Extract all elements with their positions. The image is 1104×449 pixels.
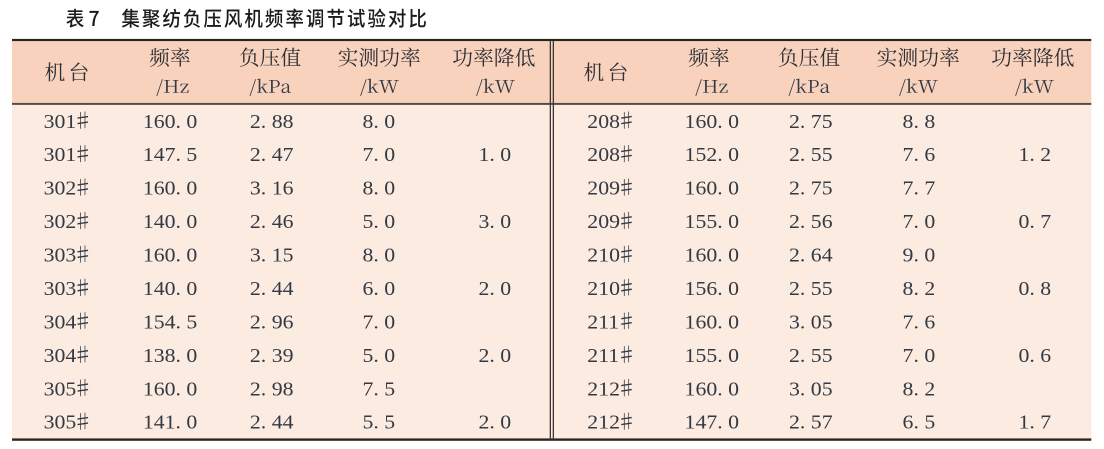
svg-text:0. 7: 0. 7 [1018, 210, 1051, 233]
svg-text:210: 210 [587, 243, 620, 266]
svg-text:138. 0: 138. 0 [143, 344, 197, 367]
svg-text:2. 55: 2. 55 [789, 344, 833, 367]
svg-text:304: 304 [44, 310, 77, 333]
svg-text:0. 6: 0. 6 [1018, 344, 1051, 367]
svg-text:9. 0: 9. 0 [903, 243, 936, 266]
svg-text:2. 55: 2. 55 [789, 143, 833, 166]
svg-text:7. 0: 7. 0 [362, 310, 395, 333]
svg-text:1. 2: 1. 2 [1018, 143, 1051, 166]
svg-text:155. 0: 155. 0 [685, 210, 739, 233]
svg-text:2. 88: 2. 88 [250, 110, 294, 133]
svg-text:208: 208 [587, 143, 620, 166]
svg-text:2. 47: 2. 47 [250, 143, 294, 166]
svg-text:2. 0: 2. 0 [478, 344, 511, 367]
svg-text:2. 57: 2. 57 [789, 411, 833, 434]
svg-text:8. 0: 8. 0 [362, 110, 395, 133]
svg-text:303: 303 [44, 243, 77, 266]
svg-text:160. 0: 160. 0 [685, 377, 739, 400]
svg-text:305: 305 [44, 377, 77, 400]
svg-text:301: 301 [44, 143, 77, 166]
svg-text:2. 46: 2. 46 [250, 210, 294, 233]
svg-text:147. 0: 147. 0 [685, 411, 739, 434]
svg-text:7. 0: 7. 0 [362, 143, 395, 166]
svg-text:8. 0: 8. 0 [362, 176, 395, 199]
svg-text:6. 5: 6. 5 [903, 411, 936, 434]
svg-text:2. 0: 2. 0 [478, 411, 511, 434]
svg-text:160. 0: 160. 0 [143, 110, 197, 133]
svg-text:2. 55: 2. 55 [789, 277, 833, 300]
svg-text:7. 6: 7. 6 [903, 143, 936, 166]
svg-text:160. 0: 160. 0 [143, 176, 197, 199]
svg-text:147. 5: 147. 5 [143, 143, 197, 166]
svg-text:2. 44: 2. 44 [250, 411, 294, 434]
svg-text:152. 0: 152. 0 [685, 143, 739, 166]
svg-text:160. 0: 160. 0 [143, 243, 197, 266]
svg-text:212: 212 [587, 377, 620, 400]
svg-text:210: 210 [587, 277, 620, 300]
svg-text:3. 05: 3. 05 [789, 377, 833, 400]
svg-text:1. 0: 1. 0 [478, 143, 511, 166]
svg-text:2. 98: 2. 98 [250, 377, 294, 400]
svg-text:156. 0: 156. 0 [685, 277, 739, 300]
svg-text:2. 75: 2. 75 [789, 110, 833, 133]
svg-text:2. 44: 2. 44 [250, 277, 294, 300]
svg-text:208: 208 [587, 110, 620, 133]
svg-text:160. 0: 160. 0 [685, 110, 739, 133]
svg-text:3. 16: 3. 16 [250, 176, 294, 199]
svg-text:211: 211 [587, 310, 619, 333]
svg-text:7. 0: 7. 0 [903, 210, 936, 233]
svg-text:303: 303 [44, 277, 77, 300]
svg-text:3. 15: 3. 15 [250, 243, 294, 266]
svg-text:7. 5: 7. 5 [362, 377, 395, 400]
svg-text:160. 0: 160. 0 [685, 243, 739, 266]
svg-text:160. 0: 160. 0 [685, 310, 739, 333]
svg-text:2. 56: 2. 56 [789, 210, 833, 233]
svg-text:304: 304 [44, 344, 77, 367]
svg-text:8. 8: 8. 8 [903, 110, 936, 133]
svg-text:212: 212 [587, 411, 620, 434]
svg-text:160. 0: 160. 0 [685, 176, 739, 199]
svg-text:7. 0: 7. 0 [903, 344, 936, 367]
svg-text:8. 2: 8. 2 [903, 377, 936, 400]
svg-text:5. 0: 5. 0 [362, 344, 395, 367]
svg-text:3. 0: 3. 0 [478, 210, 511, 233]
svg-text:301: 301 [44, 110, 77, 133]
svg-text:211: 211 [587, 344, 619, 367]
svg-text:154. 5: 154. 5 [143, 310, 197, 333]
svg-text:140. 0: 140. 0 [143, 277, 197, 300]
svg-text:7. 6: 7. 6 [903, 310, 936, 333]
svg-text:0. 8: 0. 8 [1018, 277, 1051, 300]
svg-text:305: 305 [44, 411, 77, 434]
svg-text:5. 5: 5. 5 [362, 411, 395, 434]
svg-text:2. 96: 2. 96 [250, 310, 294, 333]
svg-text:302: 302 [44, 210, 77, 233]
svg-text:2. 0: 2. 0 [478, 277, 511, 300]
svg-text:2. 39: 2. 39 [250, 344, 294, 367]
svg-text:2. 64: 2. 64 [789, 243, 833, 266]
svg-text:7. 7: 7. 7 [903, 176, 936, 199]
svg-text:209: 209 [587, 176, 620, 199]
svg-text:140. 0: 140. 0 [143, 210, 197, 233]
svg-text:209: 209 [587, 210, 620, 233]
svg-text:155. 0: 155. 0 [685, 344, 739, 367]
svg-text:302: 302 [44, 176, 77, 199]
svg-text:141. 0: 141. 0 [143, 411, 197, 434]
svg-text:1. 7: 1. 7 [1018, 411, 1051, 434]
svg-text:160. 0: 160. 0 [143, 377, 197, 400]
svg-text:6. 0: 6. 0 [362, 277, 395, 300]
svg-text:5. 0: 5. 0 [362, 210, 395, 233]
svg-text:8. 0: 8. 0 [362, 243, 395, 266]
svg-text:8. 2: 8. 2 [903, 277, 936, 300]
svg-text:2. 75: 2. 75 [789, 176, 833, 199]
svg-text:3. 05: 3. 05 [789, 310, 833, 333]
